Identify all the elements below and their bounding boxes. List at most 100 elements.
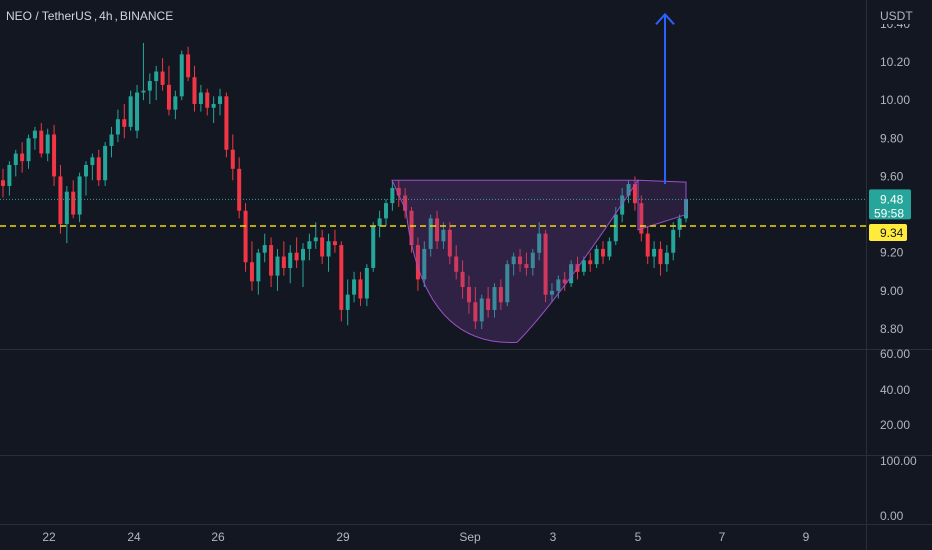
candle-body <box>607 241 612 257</box>
candle-body <box>537 233 542 253</box>
price-tick-label: 9.20 <box>880 246 904 260</box>
time-axis-label: 9 <box>803 530 810 544</box>
target-arrow-head <box>655 12 675 25</box>
candle-body <box>422 248 427 280</box>
candle-body <box>173 96 178 110</box>
time-axis-label: 5 <box>635 530 642 544</box>
candle-body <box>460 271 465 288</box>
time-axis-label: 22 <box>42 530 56 544</box>
candle-body <box>58 176 63 225</box>
candle-body <box>205 92 210 108</box>
candle-body <box>218 96 223 104</box>
candle-body <box>492 287 497 310</box>
candle-body <box>652 248 657 257</box>
candle-body <box>390 187 395 204</box>
candle-body <box>409 210 414 246</box>
price-tick-label: 10.00 <box>880 93 910 107</box>
last-price-label: 9.48 <box>880 192 904 206</box>
candle-body <box>39 130 44 154</box>
candle-body <box>26 138 31 162</box>
candle-body <box>473 302 478 322</box>
candle-body <box>243 210 248 263</box>
candle-body <box>211 103 216 108</box>
candle-body <box>658 248 663 265</box>
candle-body <box>109 134 114 146</box>
marker-price-label: 9.34 <box>880 226 904 240</box>
candle-body <box>166 84 171 110</box>
candle-body <box>543 233 548 295</box>
candle-body <box>179 54 184 97</box>
candle-body <box>269 245 274 276</box>
candle-body <box>64 191 69 225</box>
candle-body <box>486 298 491 310</box>
candle-body <box>511 256 516 265</box>
symbol-name: NEO / TetherUS <box>6 9 92 23</box>
oscillator-tick-label: 40.00 <box>880 383 910 397</box>
countdown-label: 59:58 <box>874 206 904 220</box>
candle-body <box>358 279 363 299</box>
candle-body <box>498 287 503 303</box>
candle-body <box>632 184 637 204</box>
price-tick-label: 9.80 <box>880 131 904 145</box>
candle-body <box>77 176 82 215</box>
candle-body <box>352 279 357 295</box>
candle-body <box>594 248 599 265</box>
candle-body <box>192 77 197 104</box>
symbol-interval: 4h <box>99 9 113 23</box>
candle-body <box>147 81 152 91</box>
candle-body <box>441 229 446 242</box>
candle-body <box>518 256 523 265</box>
candle-body <box>90 157 95 165</box>
candle-body <box>224 96 229 150</box>
candle-body <box>428 218 433 249</box>
candle-body <box>524 264 529 268</box>
candle-body <box>639 203 644 234</box>
symbol-exchange: BINANCE <box>119 9 174 23</box>
candle-body <box>294 252 299 261</box>
oscillator-tick-label: 20.00 <box>880 418 910 432</box>
price-tick-label: 10.40 <box>880 17 910 31</box>
candle-body <box>262 245 267 253</box>
candle-body <box>677 218 682 230</box>
last-price-box <box>869 189 911 220</box>
time-axis-label: 3 <box>550 530 557 544</box>
marker-price-box <box>869 224 907 242</box>
candle-body <box>466 287 471 303</box>
candle-body <box>275 256 280 276</box>
oscillator-tick-label: 0.00 <box>880 509 904 523</box>
candle-body <box>160 71 165 85</box>
candle-body <box>613 214 618 242</box>
candle-body <box>671 229 676 253</box>
price-tick-label: 10.20 <box>880 55 910 69</box>
candle-body <box>569 264 574 284</box>
candle-body <box>301 248 306 261</box>
candle-body <box>345 294 350 310</box>
candle-body <box>447 229 452 257</box>
candle-body <box>326 241 331 257</box>
candle-body <box>128 96 133 127</box>
candle-body <box>581 260 586 272</box>
price-tick-label: 9.00 <box>880 284 904 298</box>
time-axis-label: 7 <box>719 530 726 544</box>
candle-body <box>549 290 554 295</box>
candle-body <box>320 237 325 257</box>
candle-body <box>530 252 535 268</box>
candle-body <box>556 279 561 291</box>
candle-body <box>645 233 650 257</box>
candle-body <box>20 153 25 162</box>
price-scale-currency: USDT <box>880 9 913 23</box>
candle-body <box>415 245 420 280</box>
candle-body <box>230 149 235 169</box>
candle-body <box>288 252 293 268</box>
time-axis-label: 26 <box>211 530 225 544</box>
candle-body <box>454 256 459 272</box>
price-tick-label: 9.60 <box>880 169 904 183</box>
candle-body <box>141 90 146 93</box>
candle-body <box>198 92 203 104</box>
symbol-legend: NEO / TetherUS, 4h, BINANCE <box>6 9 174 23</box>
candle-body <box>83 164 88 177</box>
candle-body <box>307 241 312 249</box>
candle-body <box>281 256 286 268</box>
candle-body <box>479 298 484 322</box>
